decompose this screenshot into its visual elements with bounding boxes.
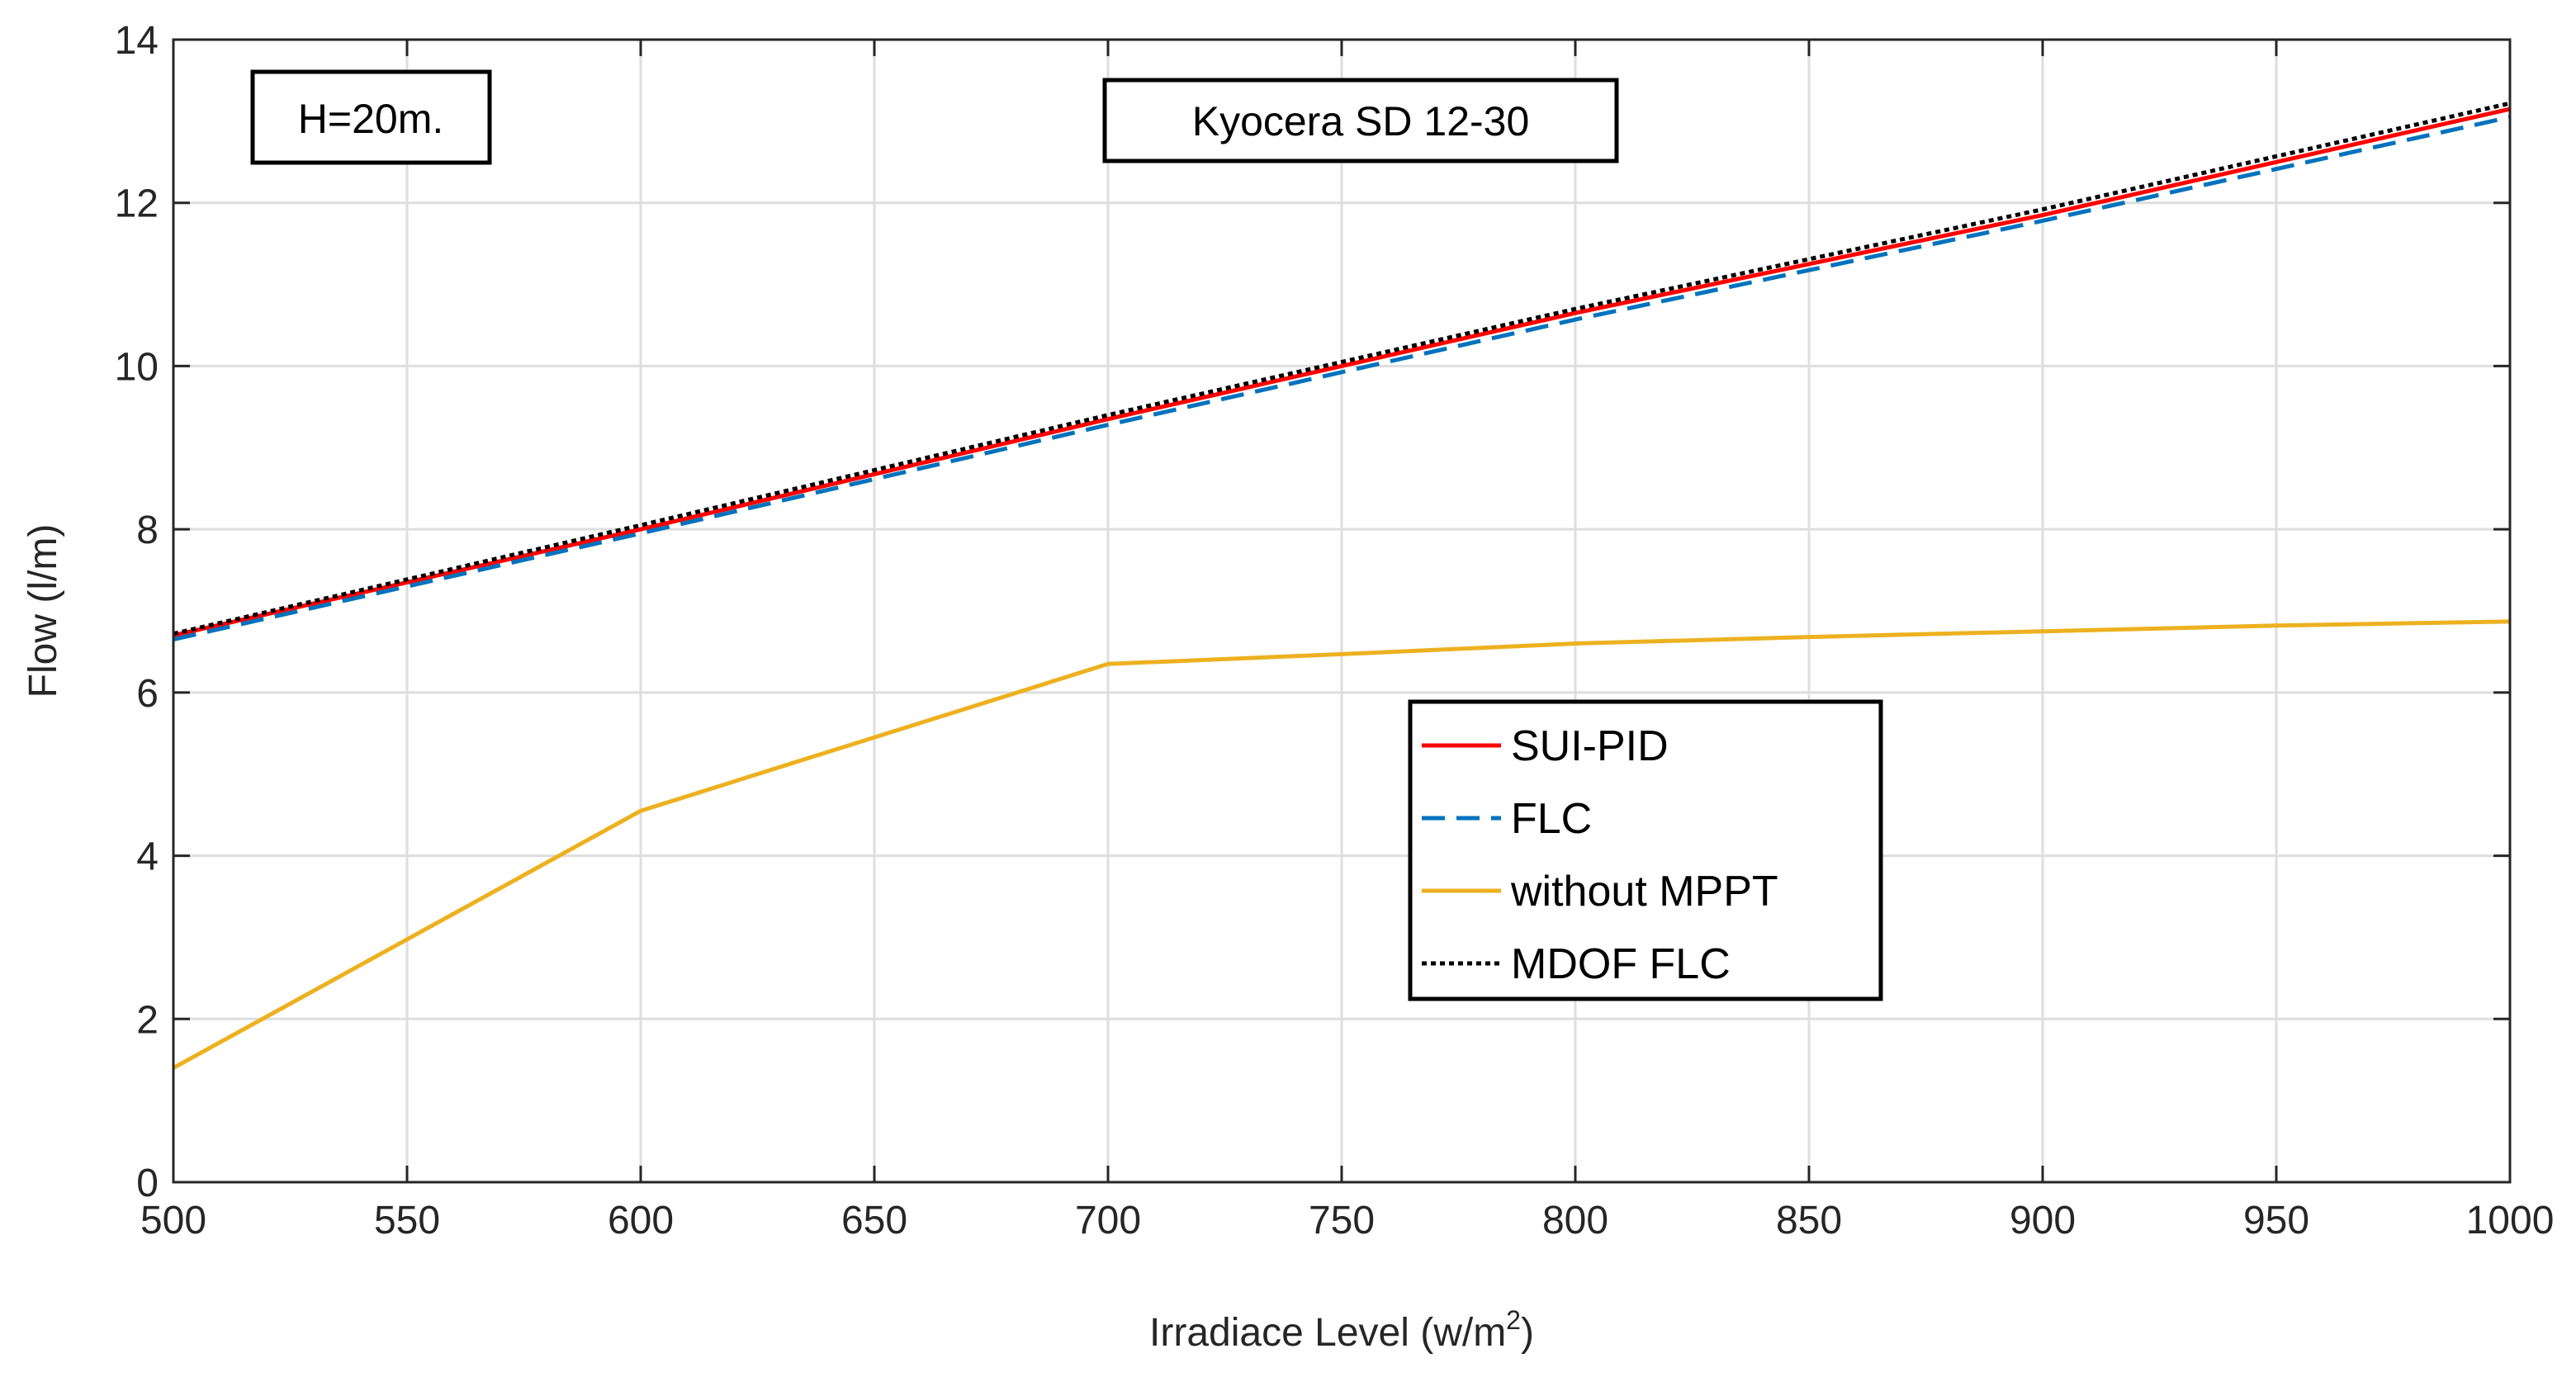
- series-line-flc: [173, 115, 2511, 642]
- y-tick-label: 4: [136, 835, 159, 879]
- annotation-panel-model-text: Kyocera SD 12-30: [1192, 98, 1530, 144]
- y-tick-label: 8: [136, 509, 159, 552]
- legend-label: without MPPT: [1510, 868, 1778, 916]
- x-tick-label: 600: [608, 1199, 674, 1242]
- series-lines: [172, 101, 2511, 1070]
- x-tick-label: 700: [1075, 1199, 1141, 1242]
- x-tick-label: 1000: [2466, 1199, 2555, 1242]
- y-tick-label: 6: [136, 672, 159, 716]
- legend-label: FLC: [1511, 795, 1592, 843]
- y-tick-label: 10: [115, 345, 159, 389]
- series-line-without-mppt: [172, 619, 2511, 1070]
- x-tick-label: 650: [841, 1199, 907, 1242]
- y-tick-label: 2: [136, 998, 159, 1042]
- annotation-panel-model: Kyocera SD 12-30: [1102, 78, 1619, 163]
- grid-lines: [172, 38, 2512, 1184]
- y-tick-label: 14: [115, 19, 159, 63]
- x-tick-label: 750: [1309, 1199, 1375, 1242]
- x-tick-label: 550: [374, 1199, 440, 1242]
- x-tick-label: 500: [140, 1199, 206, 1242]
- y-tick-label: 0: [136, 1162, 159, 1205]
- x-tick-label: 950: [2243, 1199, 2309, 1242]
- annotation-head-text: H=20m.: [298, 96, 443, 142]
- x-axis-label: Irradiace Level (w/m2): [1149, 1305, 1534, 1355]
- axis-ticks: 500 550 600 650 700 750 800 850 900 950 1000 0 2 4 6 8 1…: [115, 19, 2555, 1242]
- legend-label: MDOF FLC: [1511, 940, 1731, 988]
- x-tick-label: 900: [2010, 1199, 2076, 1242]
- legend-label: SUI-PID: [1511, 722, 1669, 770]
- x-tick-label: 800: [1542, 1199, 1608, 1242]
- y-tick-label: 12: [115, 182, 159, 226]
- series-line-mdof-flc: [173, 101, 2511, 636]
- legend: SUI-PID FLC without MPPT MDOF FLC: [1408, 699, 1883, 1001]
- annotation-head: H=20m.: [250, 69, 492, 165]
- y-axis-label: Flow (l/m): [21, 524, 65, 698]
- series-line-sui-pid: [173, 106, 2511, 638]
- x-tick-label: 850: [1776, 1199, 1842, 1242]
